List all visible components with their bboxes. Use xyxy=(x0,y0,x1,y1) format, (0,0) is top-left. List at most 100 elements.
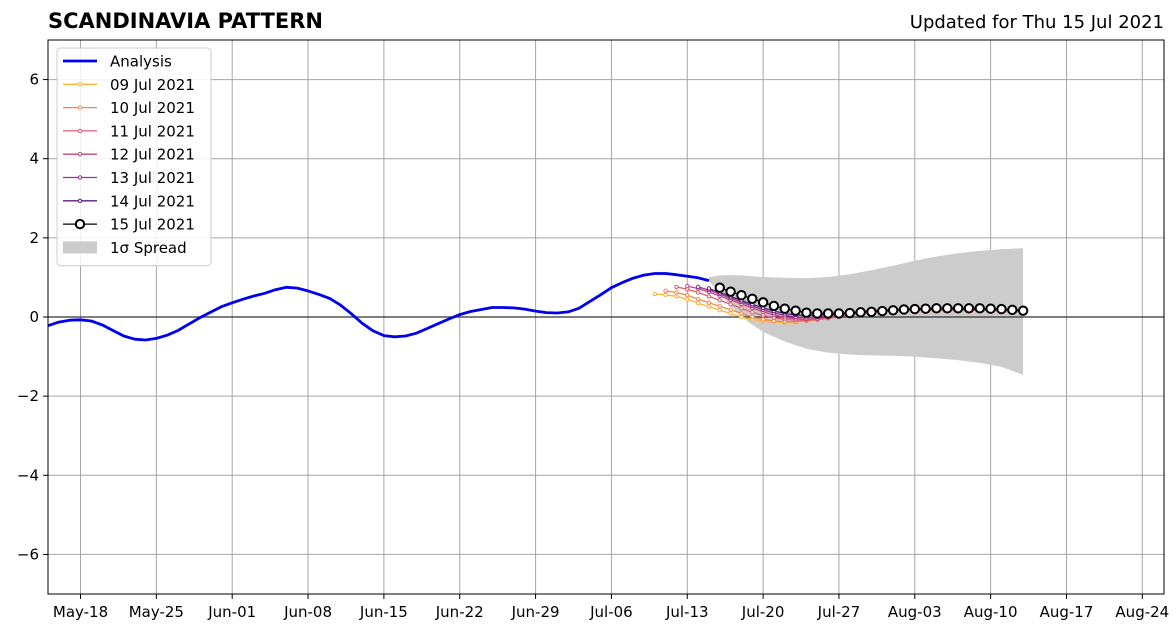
series-point xyxy=(695,290,701,295)
legend-marker xyxy=(77,198,83,204)
series-point xyxy=(920,303,931,314)
series-point xyxy=(757,297,769,308)
series-point xyxy=(685,283,690,289)
series-point xyxy=(909,303,920,315)
series-point xyxy=(887,305,899,316)
series-point xyxy=(750,314,755,320)
series-point xyxy=(739,314,744,320)
legend-entry: Analysis xyxy=(63,53,172,71)
legend-label: 1σ Spread xyxy=(110,239,187,257)
legend-label: 11 Jul 2021 xyxy=(110,122,195,140)
series-point xyxy=(728,307,733,313)
legend-label: Analysis xyxy=(110,53,172,71)
y-tick-label: −4 xyxy=(17,466,39,484)
legend-entry: 10 Jul 2021 xyxy=(63,99,195,117)
legend-label: 15 Jul 2021 xyxy=(110,216,195,234)
series-point xyxy=(725,286,736,297)
series-point xyxy=(812,308,823,319)
y-tick-label: 4 xyxy=(29,150,39,168)
series-point xyxy=(822,308,834,319)
x-tick-label: Jun-15 xyxy=(359,603,408,621)
legend-entry: 12 Jul 2021 xyxy=(63,146,195,164)
series-point xyxy=(706,286,712,291)
series-point xyxy=(779,303,790,314)
series-point xyxy=(695,296,701,302)
series-point xyxy=(877,305,888,317)
x-tick-label: May-25 xyxy=(129,603,184,621)
legend-label: 13 Jul 2021 xyxy=(110,169,195,187)
analysis-series xyxy=(48,272,710,342)
series-point xyxy=(685,296,690,302)
legend-entry: 15 Jul 2021 xyxy=(63,216,195,234)
series-point xyxy=(750,310,755,315)
chart-subtitle: Updated for Thu 15 Jul 2021 xyxy=(909,12,1164,33)
series-point xyxy=(695,284,701,290)
y-tick-label: −6 xyxy=(17,545,39,563)
series-point xyxy=(898,304,910,315)
x-tick-label: Aug-17 xyxy=(1040,603,1094,621)
legend-marker xyxy=(77,82,83,87)
x-tick-label: Jun-08 xyxy=(283,603,332,621)
series-point xyxy=(717,298,722,303)
series-point xyxy=(952,303,964,314)
legend-label: 12 Jul 2021 xyxy=(110,146,195,164)
series-point xyxy=(728,311,733,316)
series-point xyxy=(728,302,733,307)
series-point xyxy=(739,311,744,316)
x-tick-label: Jul-20 xyxy=(741,603,785,621)
x-tick-label: Jun-01 xyxy=(207,603,256,621)
legend-entry: 1σ Spread xyxy=(63,239,187,257)
series-point xyxy=(652,291,657,297)
legend-entry: 13 Jul 2021 xyxy=(63,169,195,187)
series-point xyxy=(855,307,866,318)
series-point xyxy=(1017,305,1029,316)
series-point xyxy=(717,304,722,309)
legend-box xyxy=(56,47,212,267)
series-point xyxy=(706,294,712,299)
series-point xyxy=(760,317,766,322)
series-point xyxy=(706,300,712,305)
series-point xyxy=(963,303,975,314)
series-point xyxy=(931,303,942,314)
series-point xyxy=(663,292,668,298)
legend-marker xyxy=(77,152,83,157)
legend-entry: 09 Jul 2021 xyxy=(63,76,195,94)
x-tick-label: Jul-06 xyxy=(589,603,633,621)
x-tick-label: Aug-03 xyxy=(888,603,942,621)
x-tick-label: Jun-22 xyxy=(435,603,484,621)
series-point xyxy=(942,303,953,314)
series-point xyxy=(695,300,701,306)
x-tick-label: May-18 xyxy=(53,603,108,621)
chart-title: SCANDINAVIA PATTERN xyxy=(48,9,323,33)
series-point xyxy=(674,284,679,290)
x-tick-label: Jul-27 xyxy=(817,603,861,621)
x-tick-label: Jun-29 xyxy=(511,603,560,621)
legend-patch xyxy=(63,241,97,254)
series-point xyxy=(714,282,725,293)
analysis-layer xyxy=(48,272,710,342)
x-tick-label: Aug-24 xyxy=(1115,603,1169,621)
legend-entry: 14 Jul 2021 xyxy=(63,192,195,210)
legend: Analysis 09 Jul 2021 10 Jul 2021 11 Jul 202… xyxy=(56,47,212,267)
series-point xyxy=(736,290,747,301)
y-tick-label: 2 xyxy=(29,229,39,247)
series-point xyxy=(706,304,712,309)
y-tick-label: 0 xyxy=(29,308,39,326)
y-tick-label: 6 xyxy=(29,71,39,89)
series-point xyxy=(844,307,855,319)
series-point xyxy=(717,308,722,313)
x-tick-label: Jul-13 xyxy=(665,603,709,621)
series-point xyxy=(685,293,690,298)
series-point xyxy=(674,294,679,299)
legend-marker xyxy=(77,128,83,134)
series-point xyxy=(833,308,845,319)
analysis-line xyxy=(48,272,710,342)
series-point xyxy=(760,313,766,318)
series-point xyxy=(739,306,744,311)
series-point xyxy=(801,307,812,318)
y-tick-label: −2 xyxy=(17,387,39,405)
x-tick-label: Aug-10 xyxy=(964,603,1018,621)
series-point xyxy=(790,305,801,316)
legend-label: 10 Jul 2021 xyxy=(110,99,195,117)
